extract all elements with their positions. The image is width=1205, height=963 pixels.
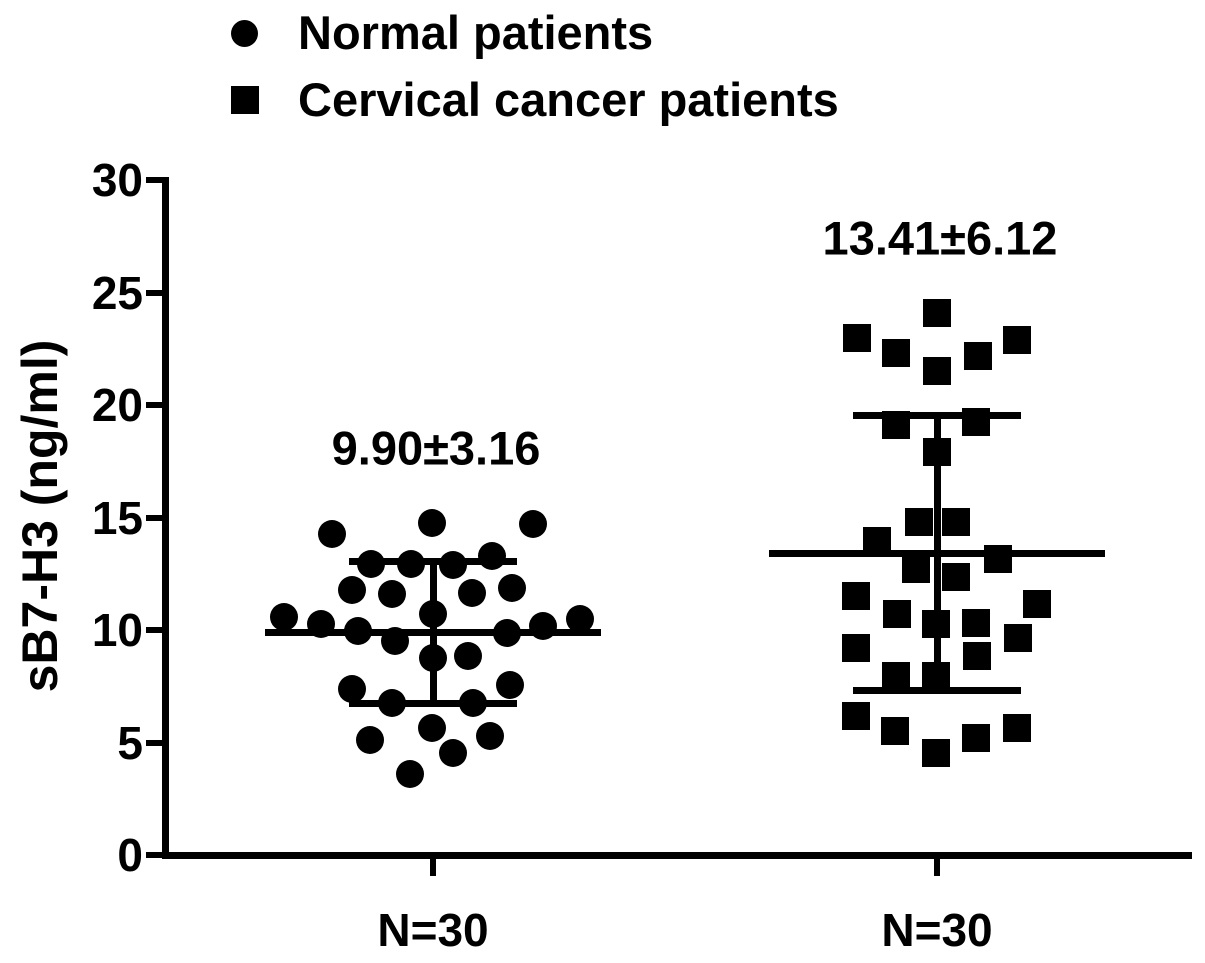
y-tick-label: 5 [117, 716, 143, 769]
group-annotation: 9.90±3.16 [331, 421, 541, 475]
y-tick [146, 739, 162, 746]
data-point-square [1023, 590, 1051, 619]
data-point-square [1003, 713, 1031, 742]
legend-item-cervical-cancer-patients: Cervical cancer patients [231, 73, 839, 127]
x-tick [430, 858, 436, 876]
data-point-square [902, 555, 930, 584]
x-axis-line [162, 852, 1192, 859]
data-point-square [842, 582, 870, 611]
data-point-circle [396, 760, 424, 788]
data-point-square [881, 717, 909, 746]
y-tick [146, 402, 162, 408]
mean-line [265, 628, 601, 636]
data-point-circle [318, 520, 346, 549]
data-point-circle [566, 604, 594, 633]
data-point-square [922, 738, 950, 767]
data-point-square [942, 563, 970, 592]
mean-line [769, 549, 1105, 557]
legend-marker-slot [231, 19, 264, 47]
y-tick-label: 0 [117, 829, 143, 881]
y-tick [146, 852, 162, 858]
data-point-square [962, 609, 990, 638]
y-tick [146, 289, 162, 296]
data-point-circle [270, 602, 298, 631]
data-point-circle [439, 550, 467, 579]
data-point-square [963, 641, 991, 670]
legend-item-normal-patients: Normal patients [231, 6, 839, 60]
y-tick-label: 20 [91, 379, 143, 431]
data-point-square [923, 357, 951, 386]
data-point-circle [378, 580, 406, 608]
data-point-circle [338, 674, 366, 703]
data-point-circle [478, 541, 506, 570]
data-point-square [942, 508, 970, 536]
data-point-square [842, 634, 870, 662]
legend-label: Normal patients [298, 6, 654, 59]
data-point-square [905, 508, 933, 536]
data-point-circle [496, 671, 524, 700]
data-point-square [843, 323, 871, 352]
square-marker-icon [231, 86, 259, 114]
x-tick [934, 858, 940, 876]
error-cap-upper [853, 412, 1021, 420]
data-point-square [962, 724, 990, 752]
legend: Normal patients Cervical cancer patients [231, 6, 839, 127]
data-point-square [964, 341, 992, 370]
y-tick-label: 25 [91, 266, 143, 319]
data-point-square [882, 662, 910, 691]
y-tick-label: 30 [91, 154, 143, 206]
y-tick-label: 10 [91, 604, 143, 656]
legend-label: Cervical cancer patients [298, 73, 839, 126]
data-point-circle [458, 578, 486, 607]
y-tick-label: 15 [91, 491, 143, 544]
data-point-circle [418, 713, 446, 742]
data-point-circle [356, 726, 384, 755]
x-tick-label: N=30 [377, 904, 489, 956]
data-point-circle [439, 738, 467, 767]
data-point-circle [519, 510, 547, 539]
data-point-circle [476, 721, 504, 750]
data-point-circle [454, 641, 482, 670]
error-cap-lower [853, 687, 1021, 695]
data-point-circle [338, 575, 366, 604]
data-point-circle [498, 574, 526, 603]
group-annotation: 13.41±6.12 [822, 211, 1058, 265]
error-cap-lower [349, 699, 517, 707]
error-cap-upper [349, 557, 517, 565]
circle-marker-icon [231, 19, 258, 47]
x-tick-label: N=30 [881, 904, 993, 956]
data-point-square [882, 339, 910, 368]
y-axis-line [162, 177, 169, 858]
y-tick [146, 514, 162, 521]
legend-marker-slot [231, 86, 264, 114]
data-point-square [1004, 623, 1032, 652]
data-point-square [923, 298, 951, 327]
data-point-circle [418, 509, 446, 538]
data-point-square [1003, 325, 1031, 354]
y-tick [146, 627, 162, 633]
data-point-square [842, 701, 870, 730]
data-point-square [883, 600, 911, 629]
y-tick [146, 177, 162, 183]
